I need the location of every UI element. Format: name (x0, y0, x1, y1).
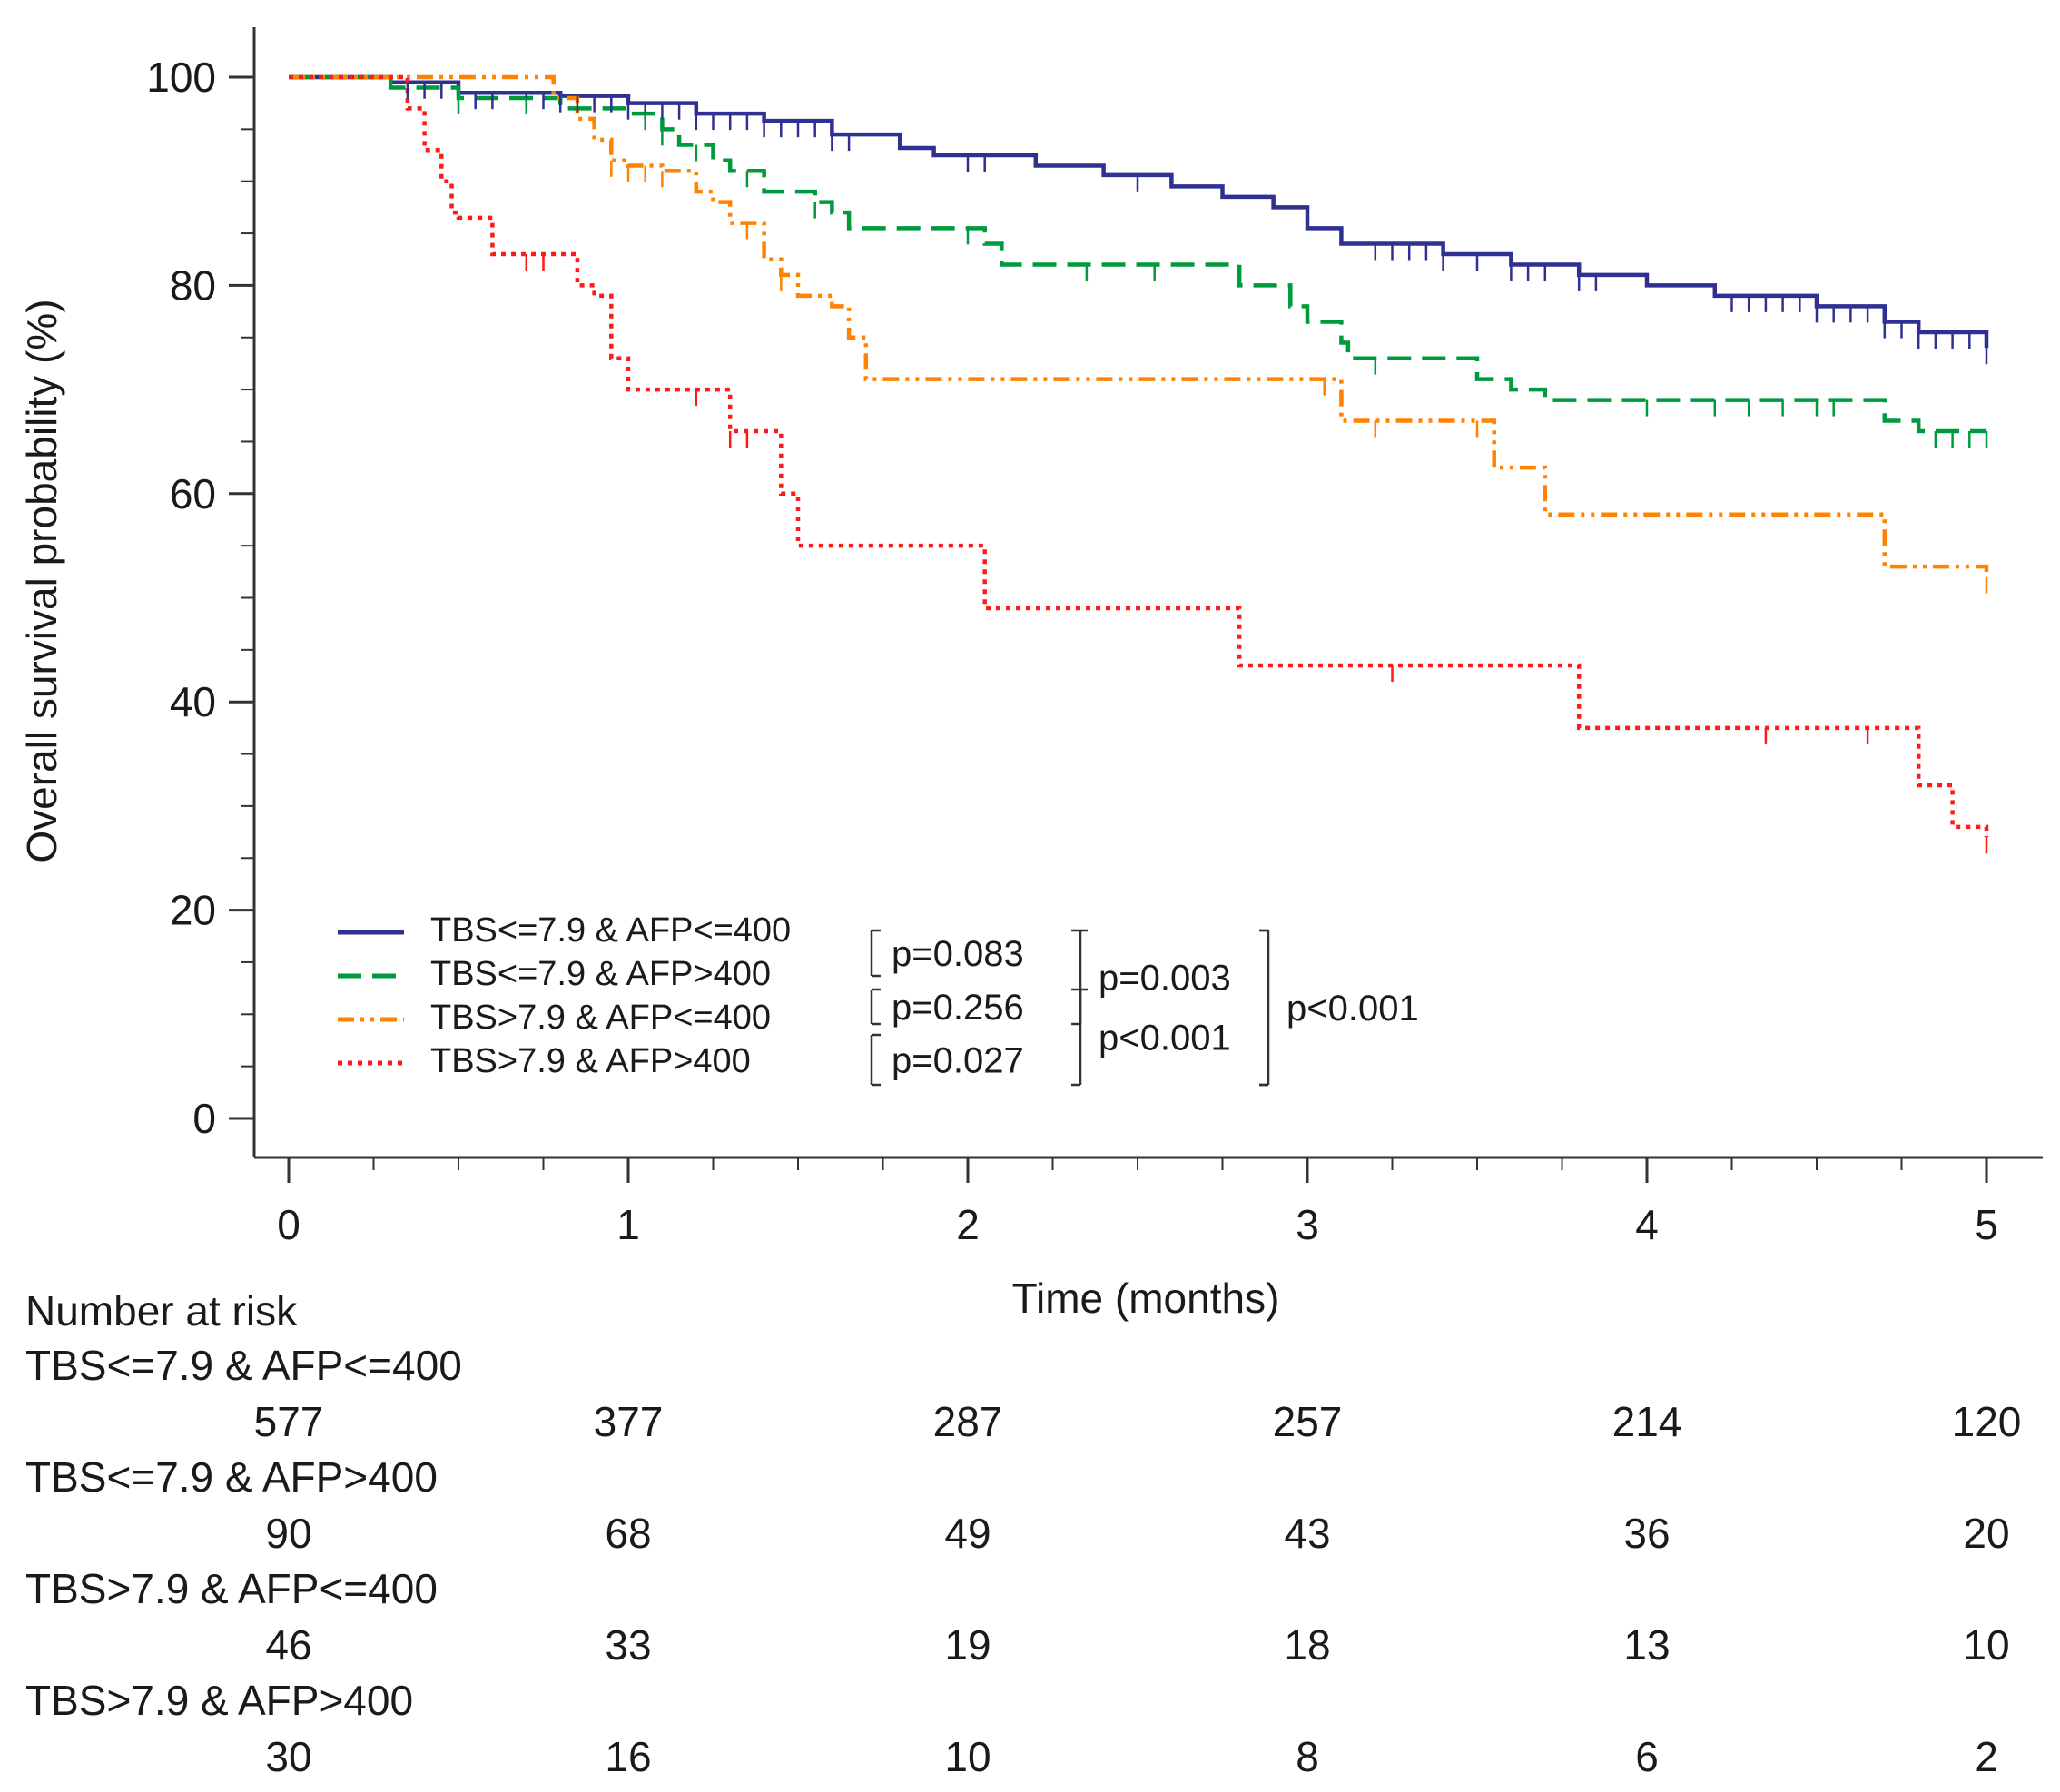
risk-row-label-2: TBS<=7.9 & AFP>400 (25, 1453, 438, 1501)
risk-value: 13 (1623, 1621, 1670, 1669)
risk-value: 46 (265, 1621, 311, 1669)
survival-curve-4 (289, 74, 1989, 838)
risk-value: 18 (1284, 1621, 1330, 1669)
risk-value: 20 (1963, 1510, 2009, 1557)
y-tick-label: 20 (170, 887, 216, 934)
pvalue-label: p<0.001 (1286, 989, 1419, 1029)
y-tick-label: 0 (192, 1095, 216, 1142)
legend-label-4: TBS>7.9 & AFP>400 (430, 1042, 751, 1080)
risk-value: 16 (605, 1733, 651, 1780)
survival-curves (289, 74, 1989, 854)
pvalue-annotations: p=0.083 p=0.256 p=0.027 p=0.003 p<0.001 p<0.0… (870, 929, 1419, 1087)
risk-row-label-3: TBS>7.9 & AFP<=400 (25, 1565, 438, 1612)
risk-value: 10 (944, 1733, 991, 1780)
risk-value: 287 (933, 1398, 1003, 1445)
pvalue-label: p<0.001 (1099, 1019, 1231, 1058)
y-tick-label: 60 (170, 470, 216, 517)
legend-label-1: TBS<=7.9 & AFP<=400 (430, 911, 791, 950)
x-tick-label: 1 (616, 1201, 640, 1248)
risk-value: 30 (265, 1733, 311, 1780)
risk-value: 33 (605, 1621, 651, 1669)
risk-value: 120 (1952, 1398, 2022, 1445)
x-axis-title: Time (months) (1012, 1275, 1280, 1322)
risk-table: TBS<=7.9 & AFP<=400 577 377 287 257 214 120 TBS… (25, 1342, 2021, 1780)
y-axis-title: Overall survival probability (%) (18, 299, 65, 862)
pvalue-label: p=0.027 (892, 1041, 1024, 1081)
risk-value: 68 (605, 1510, 651, 1557)
risk-value: 577 (254, 1398, 324, 1445)
risk-value: 214 (1612, 1398, 1682, 1445)
legend-label-3: TBS>7.9 & AFP<=400 (430, 999, 771, 1037)
risk-value: 43 (1284, 1510, 1330, 1557)
pvalue-label: p=0.083 (892, 934, 1024, 974)
axes: 0 20 40 60 80 100 0 1 2 3 4 5 (146, 27, 2043, 1248)
risk-row-label-4: TBS>7.9 & AFP>400 (25, 1677, 413, 1724)
pvalue-label: p=0.003 (1099, 959, 1231, 999)
risk-table-title: Number at risk (25, 1287, 298, 1334)
survival-curve-1 (289, 74, 1989, 349)
x-tick-label: 4 (1635, 1201, 1659, 1248)
pvalue-label: p=0.256 (892, 988, 1024, 1028)
x-tick-label: 3 (1296, 1201, 1319, 1248)
risk-value: 8 (1296, 1733, 1319, 1780)
y-tick-label: 80 (170, 261, 216, 309)
risk-value: 2 (1975, 1733, 1998, 1780)
risk-row-label-1: TBS<=7.9 & AFP<=400 (25, 1342, 462, 1389)
legend: TBS<=7.9 & AFP<=400 TBS<=7.9 & AFP>400 TBS… (338, 911, 791, 1080)
risk-value: 49 (944, 1510, 991, 1557)
survival-curve-2 (289, 74, 1986, 434)
risk-value: 377 (594, 1398, 664, 1445)
x-tick-label: 0 (277, 1201, 301, 1248)
y-tick-label: 100 (146, 54, 216, 101)
risk-value: 19 (944, 1621, 991, 1669)
survival-curve-3 (289, 74, 1989, 577)
risk-value: 90 (265, 1510, 311, 1557)
risk-value: 36 (1623, 1510, 1670, 1557)
risk-value: 6 (1635, 1733, 1659, 1780)
x-tick-label: 2 (956, 1201, 980, 1248)
legend-label-2: TBS<=7.9 & AFP>400 (430, 955, 771, 993)
risk-value: 257 (1273, 1398, 1343, 1445)
y-tick-label: 40 (170, 678, 216, 725)
x-tick-label: 5 (1975, 1201, 1998, 1248)
risk-value: 10 (1963, 1621, 2009, 1669)
